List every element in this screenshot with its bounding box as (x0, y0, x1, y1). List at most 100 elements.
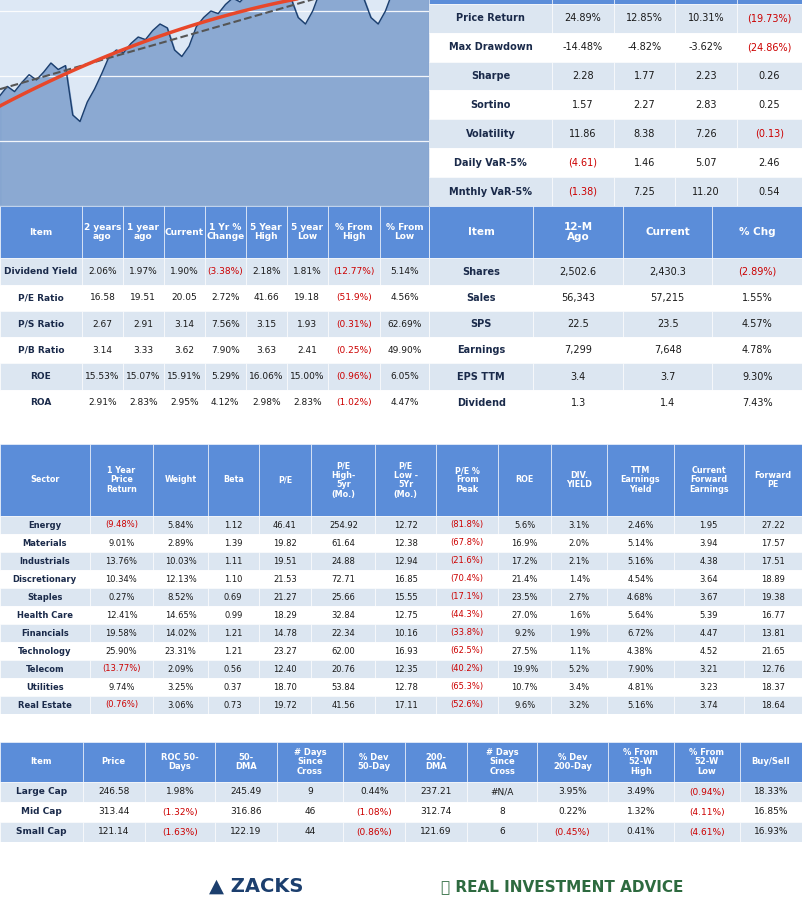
Bar (498, 696, 551, 714)
Bar (123, 258, 164, 285)
Bar (215, 822, 277, 842)
Text: 0.22%: 0.22% (558, 807, 587, 816)
Bar (436, 678, 498, 696)
Text: 2.27: 2.27 (634, 100, 655, 110)
Bar (674, 696, 743, 714)
Bar (328, 364, 380, 390)
Bar (328, 337, 380, 364)
Bar (551, 660, 607, 678)
Bar (498, 570, 551, 588)
Text: 72.71: 72.71 (331, 574, 355, 583)
Bar (405, 782, 467, 802)
Bar (436, 444, 498, 516)
Bar (380, 337, 429, 364)
Bar (258, 678, 311, 696)
Text: (62.5%): (62.5%) (451, 647, 484, 656)
Bar (286, 364, 328, 390)
Bar (375, 534, 436, 552)
Bar (153, 642, 208, 660)
Text: ROE: ROE (30, 372, 51, 381)
Text: 19.38: 19.38 (761, 592, 784, 601)
Bar (551, 606, 607, 624)
Text: 7,648: 7,648 (654, 346, 682, 356)
Bar (743, 642, 802, 660)
Text: -3.62%: -3.62% (689, 42, 723, 52)
Bar (0, 285, 82, 311)
Bar (90, 606, 153, 624)
Bar (245, 390, 286, 416)
Text: Item: Item (468, 228, 495, 238)
Bar (429, 258, 533, 285)
Bar (375, 588, 436, 606)
Text: 12.85%: 12.85% (626, 14, 663, 24)
Bar (623, 390, 712, 416)
Bar (153, 624, 208, 642)
Text: Earnings: Earnings (457, 346, 505, 356)
Bar (674, 624, 743, 642)
Bar (277, 802, 343, 822)
Text: 7.43%: 7.43% (742, 398, 772, 408)
Bar (743, 606, 802, 624)
Text: 2.09%: 2.09% (168, 665, 194, 674)
Text: (4.61): (4.61) (569, 158, 597, 168)
Text: % Dev
50-Day: % Dev 50-Day (358, 753, 391, 771)
Bar (674, 444, 743, 516)
Text: (1.38): (1.38) (569, 187, 597, 197)
Bar (0, 516, 90, 534)
Text: DIV.
YIELD: DIV. YIELD (566, 471, 592, 489)
Bar (0, 642, 90, 660)
Text: 27.0%: 27.0% (512, 610, 538, 619)
Text: 2.83%: 2.83% (129, 398, 158, 407)
Bar (208, 516, 258, 534)
Text: Mid Cap: Mid Cap (21, 807, 62, 816)
Bar (258, 552, 311, 570)
Text: 0.44%: 0.44% (360, 787, 388, 796)
Text: S&P 500 Fundamental Analysis: S&P 500 Fundamental Analysis (4, 424, 210, 436)
Bar (90, 642, 153, 660)
Text: 10.03%: 10.03% (164, 557, 196, 565)
Text: Current
Forward
Earnings: Current Forward Earnings (689, 466, 728, 493)
Bar (82, 364, 123, 390)
Bar (0, 364, 82, 390)
Text: 16.85: 16.85 (394, 574, 418, 583)
Bar (551, 570, 607, 588)
Bar (551, 678, 607, 696)
Bar (551, 534, 607, 552)
Text: SPS: SPS (471, 319, 492, 329)
Bar (405, 742, 467, 782)
Bar (245, 206, 286, 258)
Text: 5 Year
High: 5 Year High (250, 223, 282, 241)
Bar (375, 624, 436, 642)
Bar (164, 285, 205, 311)
Bar (737, 91, 802, 120)
Text: (0.25%): (0.25%) (336, 346, 372, 355)
Text: 19.9%: 19.9% (512, 665, 538, 674)
Bar (0, 742, 83, 782)
Bar (311, 444, 375, 516)
Bar (674, 802, 740, 822)
Text: 2.89%: 2.89% (168, 539, 194, 548)
Bar (607, 696, 674, 714)
Text: 46: 46 (305, 807, 316, 816)
Text: Real Estate: Real Estate (18, 700, 71, 709)
Bar (0, 678, 90, 696)
Text: 17.57: 17.57 (761, 539, 784, 548)
Bar (498, 444, 551, 516)
Text: 7.26: 7.26 (695, 129, 717, 139)
Text: 1.32%: 1.32% (626, 807, 655, 816)
Text: 5.14%: 5.14% (391, 268, 419, 276)
Text: 17.11: 17.11 (394, 700, 418, 709)
Text: 56,343: 56,343 (561, 293, 595, 303)
Bar (258, 624, 311, 642)
Text: 6: 6 (500, 827, 505, 836)
Bar (743, 696, 802, 714)
Text: 23.31%: 23.31% (164, 647, 196, 656)
Text: 2.0%: 2.0% (569, 539, 590, 548)
Text: 0.69: 0.69 (224, 592, 242, 601)
Text: 12.40: 12.40 (273, 665, 297, 674)
Text: 2.41: 2.41 (298, 346, 317, 355)
Bar (0, 570, 90, 588)
Text: 9.6%: 9.6% (514, 700, 536, 709)
Text: 6.05%: 6.05% (391, 372, 419, 381)
Text: Industrials: Industrials (19, 557, 70, 565)
